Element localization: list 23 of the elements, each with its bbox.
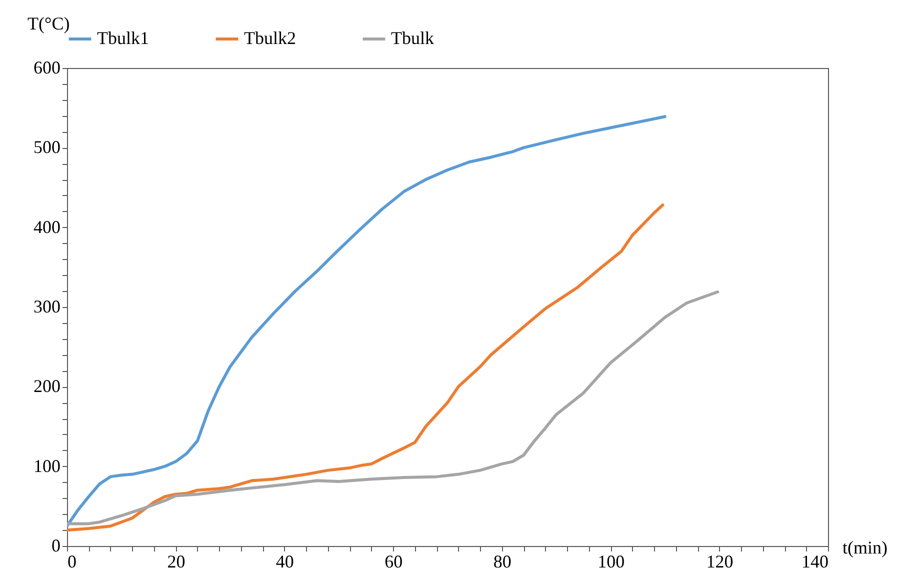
- x-tick-label: 60: [384, 552, 403, 572]
- y-axis-title: T(°C): [28, 14, 70, 34]
- line-series: [67, 115, 666, 528]
- line-series: [67, 290, 720, 526]
- y-tick-label: 0: [52, 536, 60, 556]
- legend-label: Tbulk1: [97, 28, 149, 48]
- y-tick-label: 300: [34, 296, 60, 316]
- y-tick-label: 200: [34, 376, 60, 396]
- x-tick-label: 100: [598, 552, 625, 572]
- x-axis-title: t(min): [842, 538, 888, 558]
- x-tick-label: 0: [68, 552, 76, 572]
- legend-label: Tbulk2: [244, 28, 296, 48]
- x-tick-label: 80: [493, 552, 512, 572]
- x-tick-label: 120: [706, 552, 734, 572]
- x-tick-label: 140: [802, 552, 828, 572]
- legend-label: Tbulk: [391, 28, 434, 48]
- x-tick-label: 40: [276, 552, 294, 572]
- y-tick-label: 400: [34, 216, 60, 237]
- y-tick-label: 500: [34, 137, 60, 158]
- y-tick-label: 100: [34, 456, 60, 476]
- line-series: [67, 204, 664, 532]
- x-tick-label: 20: [167, 552, 186, 572]
- y-tick-label: 600: [34, 58, 60, 78]
